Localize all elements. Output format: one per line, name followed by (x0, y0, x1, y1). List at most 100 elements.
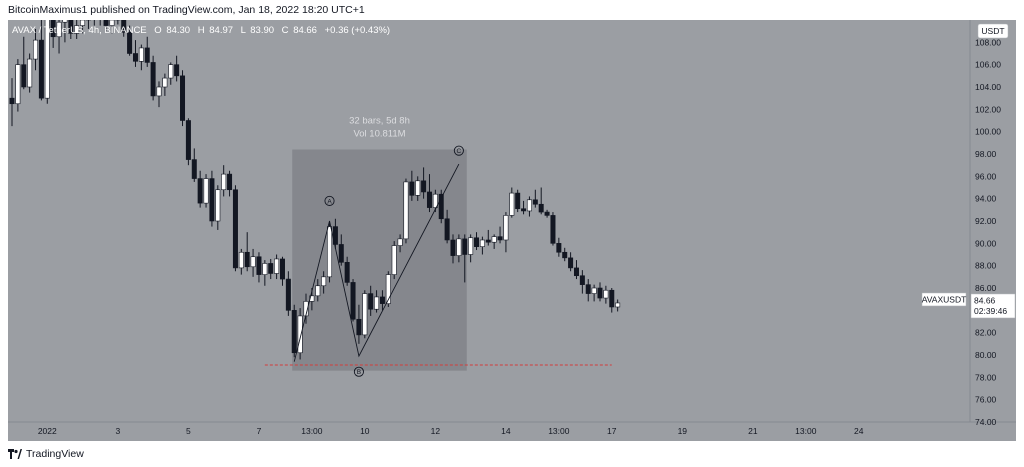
candle[interactable] (362, 290, 368, 339)
time-axis[interactable]: 2022 3 5 7 13:00 10 12 14 13:00 17 19 21 13:00 24 (38, 426, 864, 436)
candle[interactable] (456, 234, 462, 263)
candle[interactable] (568, 252, 574, 272)
abc-wave-path[interactable] (293, 163, 460, 362)
candle[interactable] (491, 234, 497, 249)
candle[interactable] (332, 218, 338, 249)
candle[interactable] (338, 234, 344, 266)
candle[interactable] (532, 189, 538, 208)
candle[interactable] (474, 232, 480, 251)
candle[interactable] (138, 44, 144, 71)
candle[interactable] (379, 290, 385, 311)
candle[interactable] (409, 170, 415, 201)
chart-area[interactable]: A B C 74.0076.0078.0080.0082.0084.0086.008… (8, 3, 1016, 441)
candle[interactable] (38, 14, 44, 101)
price-chart[interactable]: A B C 74.0076.0078.0080.0082.0084.0086.008… (8, 3, 1016, 441)
candle[interactable] (356, 304, 362, 344)
candle[interactable] (415, 176, 421, 201)
candle[interactable] (544, 209, 550, 218)
candle[interactable] (209, 170, 215, 227)
candle[interactable] (315, 279, 321, 302)
candle[interactable] (156, 81, 162, 108)
candle[interactable] (368, 285, 374, 316)
measure-range-box[interactable] (292, 149, 467, 371)
candle[interactable] (421, 167, 427, 199)
candle[interactable] (291, 304, 297, 358)
candle[interactable] (162, 73, 168, 96)
candle[interactable] (385, 271, 391, 307)
candle[interactable] (27, 53, 33, 93)
candle[interactable] (374, 290, 380, 313)
candle[interactable] (609, 288, 615, 313)
candle[interactable] (285, 271, 291, 316)
candle[interactable] (297, 308, 303, 360)
candle[interactable] (503, 212, 509, 253)
candle[interactable] (321, 271, 327, 294)
candle[interactable] (9, 78, 15, 127)
candle[interactable] (191, 148, 197, 182)
candle[interactable] (33, 28, 39, 71)
candle[interactable] (397, 234, 403, 253)
candle[interactable] (221, 165, 227, 197)
candle[interactable] (185, 118, 191, 166)
candle[interactable] (215, 185, 221, 230)
candle[interactable] (450, 234, 456, 264)
candle[interactable] (56, 14, 62, 54)
candle[interactable] (232, 185, 238, 272)
candle-body-down (485, 239, 491, 243)
candle[interactable] (227, 170, 233, 197)
candle[interactable] (573, 260, 579, 280)
wave-label-a[interactable]: A (324, 195, 335, 206)
candle[interactable] (144, 36, 150, 67)
candle[interactable] (203, 174, 209, 208)
candle[interactable] (127, 25, 133, 56)
candle[interactable] (497, 226, 503, 244)
candle[interactable] (21, 36, 27, 90)
candle[interactable] (468, 234, 474, 263)
candle[interactable] (585, 279, 591, 302)
candle[interactable] (591, 284, 597, 302)
price-axis[interactable]: 74.0076.0078.0080.0082.0084.0086.0088.00… (975, 37, 1001, 427)
candle[interactable] (350, 279, 356, 322)
candle[interactable] (344, 256, 350, 286)
candle[interactable] (238, 248, 244, 275)
candle[interactable] (562, 247, 568, 262)
candle[interactable] (515, 189, 521, 213)
candle[interactable] (426, 174, 432, 213)
candle[interactable] (462, 234, 468, 283)
candle[interactable] (168, 62, 174, 85)
candle[interactable] (197, 170, 203, 208)
candle[interactable] (403, 178, 409, 244)
candle[interactable] (391, 241, 397, 280)
candle[interactable] (150, 55, 156, 101)
candle[interactable] (479, 236, 485, 255)
candle[interactable] (615, 299, 621, 312)
candle[interactable] (509, 187, 515, 218)
candle[interactable] (485, 229, 491, 246)
candle[interactable] (526, 196, 532, 217)
candle[interactable] (579, 270, 585, 294)
candle[interactable] (444, 209, 450, 244)
candle[interactable] (262, 260, 268, 286)
candle[interactable] (244, 232, 250, 272)
candle[interactable] (174, 55, 180, 82)
candle[interactable] (327, 223, 333, 283)
candle[interactable] (279, 256, 285, 286)
published-info: BitcoinMaximus1 published on TradingView… (8, 4, 365, 16)
candle[interactable] (274, 254, 280, 280)
candle[interactable] (268, 258, 274, 280)
candle[interactable] (132, 40, 138, 67)
candle[interactable] (180, 70, 186, 127)
candle[interactable] (538, 187, 544, 215)
candle[interactable] (550, 212, 556, 246)
candle[interactable] (250, 248, 256, 277)
wave-label-c[interactable]: C (453, 145, 464, 156)
candle[interactable] (438, 189, 444, 224)
candle[interactable] (603, 285, 609, 304)
candle[interactable] (521, 200, 527, 215)
candle[interactable] (597, 282, 603, 302)
candle[interactable] (256, 252, 262, 283)
candle[interactable] (15, 59, 21, 112)
wave-label-b[interactable]: B (353, 366, 364, 377)
currency-badge[interactable] (977, 23, 1009, 39)
candle[interactable] (556, 237, 562, 257)
